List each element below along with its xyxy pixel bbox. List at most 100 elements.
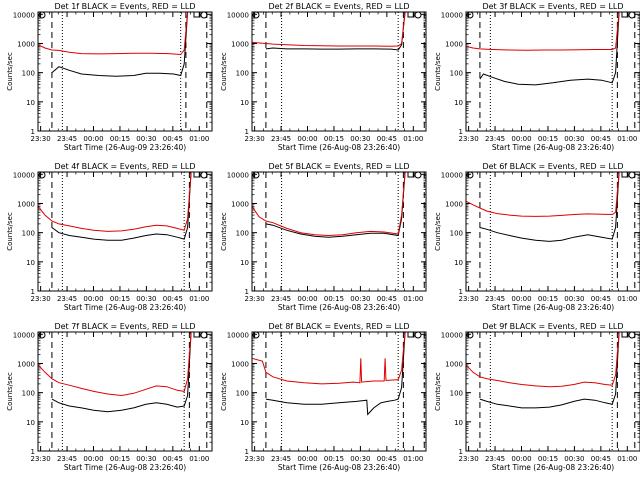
series-line-lld — [465, 11, 640, 51]
x-tick-label: 00:30 — [564, 455, 584, 463]
y-tick-label: 1000 — [445, 200, 463, 208]
x-tick-label: 01:00 — [403, 135, 423, 143]
panel-title: Det 6f BLACK = Events, RED = LLD — [482, 162, 623, 171]
panel-title: Det 1f BLACK = Events, RED = LLD — [54, 2, 195, 11]
x-tick-label: 00:15 — [538, 295, 558, 303]
x-tick-label: 00:30 — [350, 135, 370, 143]
y-tick-label: 10000 — [441, 11, 463, 19]
y-axis-label: Counts/sec — [434, 52, 442, 91]
y-tick-label: 10000 — [441, 171, 463, 179]
x-tick-label: 23:30 — [31, 455, 51, 463]
y-tick-label: 100 — [236, 230, 249, 238]
x-tick-label: 00:45 — [591, 135, 611, 143]
x-tick-label: 23:30 — [245, 135, 265, 143]
x-tick-label: 23:30 — [459, 455, 479, 463]
y-tick-label: 1 — [31, 288, 35, 296]
y-tick-label: 1000 — [17, 200, 35, 208]
y-tick-label: 1 — [459, 448, 463, 456]
x-tick-label: 01:00 — [617, 135, 637, 143]
x-tick-label: 01:00 — [403, 455, 423, 463]
panel-title: Det 5f BLACK = Events, RED = LLD — [268, 162, 409, 171]
plot-frame — [251, 171, 427, 292]
x-tick-label: 00:00 — [511, 135, 531, 143]
y-tick-label: 100 — [22, 70, 35, 78]
y-axis-label: Counts/sec — [434, 372, 442, 411]
y-tick-label: 10000 — [441, 331, 463, 339]
x-tick-label: 23:45 — [57, 135, 77, 143]
x-axis-label: Start Time (26-Aug-08 23:26:40) — [492, 463, 614, 472]
x-axis-label: Start Time (26-Aug-08 23:26:40) — [492, 303, 614, 312]
x-axis-label: Start Time (26-Aug-08 23:26:40) — [64, 303, 186, 312]
plot-frame — [251, 331, 427, 452]
y-axis-label: Counts/sec — [220, 212, 228, 251]
panel-title: Det 8f BLACK = Events, RED = LLD — [268, 322, 409, 331]
y-tick-label: 10000 — [13, 11, 35, 19]
panel-title: Det 2f BLACK = Events, RED = LLD — [268, 2, 409, 11]
series-line-lld — [37, 331, 212, 397]
x-tick-label: 01:00 — [403, 295, 423, 303]
x-tick-label: 00:15 — [110, 135, 130, 143]
y-tick-label: 10 — [26, 419, 35, 427]
series-line-events — [479, 11, 640, 86]
panel-title: Det 9f BLACK = Events, RED = LLD — [482, 322, 623, 331]
y-tick-label: 1 — [245, 128, 249, 136]
x-tick-label: 00:45 — [163, 295, 183, 303]
y-axis-label: Counts/sec — [6, 212, 14, 251]
series-line-lld — [465, 171, 640, 217]
x-tick-label: 00:15 — [324, 135, 344, 143]
x-tick-label: 23:45 — [271, 135, 291, 143]
y-tick-label: 10000 — [227, 171, 249, 179]
detector-panel-7: Det 7f BLACK = Events, RED = LLD 1 10 100 10… — [6, 322, 213, 472]
y-tick-label: 10000 — [227, 331, 249, 339]
detector-panel-8: Det 8f BLACK = Events, RED = LLD 1 10 100 10… — [220, 322, 427, 472]
y-tick-label: 10 — [240, 419, 249, 427]
x-tick-label: 00:30 — [136, 295, 156, 303]
plot-frame — [465, 11, 640, 132]
x-tick-label: 23:30 — [459, 135, 479, 143]
x-tick-label: 00:15 — [110, 455, 130, 463]
x-tick-label: 01:00 — [189, 135, 209, 143]
plot-frame — [465, 171, 640, 292]
x-tick-label: 00:00 — [83, 135, 103, 143]
y-tick-label: 10 — [454, 419, 463, 427]
y-tick-label: 1000 — [445, 40, 463, 48]
x-tick-label: 00:00 — [297, 135, 317, 143]
panel-title: Det 4f BLACK = Events, RED = LLD — [54, 162, 195, 171]
x-tick-label: 23:30 — [245, 295, 265, 303]
y-tick-label: 100 — [450, 230, 463, 238]
x-axis-label: Start Time (26-Aug-08 23:26:40) — [64, 463, 186, 472]
plot-frame — [37, 11, 213, 132]
y-tick-label: 1 — [31, 128, 35, 136]
x-tick-label: 01:00 — [617, 295, 637, 303]
detector-panel-6: Det 6f BLACK = Events, RED = LLD 1 10 100 10… — [434, 162, 640, 312]
series-line-events — [479, 331, 640, 409]
x-axis-label: Start Time (26-Aug-08 23:26:40) — [278, 143, 400, 152]
y-tick-label: 100 — [236, 390, 249, 398]
y-tick-label: 100 — [450, 390, 463, 398]
series-line-lld — [251, 171, 426, 237]
x-tick-label: 00:00 — [511, 295, 531, 303]
y-tick-label: 10000 — [13, 171, 35, 179]
x-tick-label: 01:00 — [189, 455, 209, 463]
x-tick-label: 00:15 — [538, 135, 558, 143]
y-tick-label: 10 — [454, 259, 463, 267]
x-tick-label: 00:45 — [591, 295, 611, 303]
panel-title: Det 3f BLACK = Events, RED = LLD — [482, 2, 623, 11]
x-tick-label: 00:45 — [163, 135, 183, 143]
x-tick-label: 00:45 — [377, 295, 397, 303]
x-tick-label: 00:45 — [163, 455, 183, 463]
x-tick-label: 00:15 — [538, 455, 558, 463]
x-axis-label: Start Time (26-Aug-09 23:26:40) — [64, 143, 186, 152]
y-tick-label: 100 — [236, 70, 249, 78]
y-tick-label: 10 — [26, 99, 35, 107]
panel-title: Det 7f BLACK = Events, RED = LLD — [54, 322, 195, 331]
x-tick-label: 00:00 — [297, 455, 317, 463]
series-line-lld — [251, 331, 426, 385]
x-tick-label: 00:45 — [377, 135, 397, 143]
series-line-lld — [465, 331, 640, 388]
series-line-events — [479, 171, 640, 242]
x-axis-label: Start Time (26-Aug-08 23:26:40) — [278, 303, 400, 312]
y-tick-label: 10000 — [227, 11, 249, 19]
y-tick-label: 1000 — [17, 40, 35, 48]
detector-panel-1: Det 1f BLACK = Events, RED = LLD 1 10 100 10… — [6, 2, 213, 152]
